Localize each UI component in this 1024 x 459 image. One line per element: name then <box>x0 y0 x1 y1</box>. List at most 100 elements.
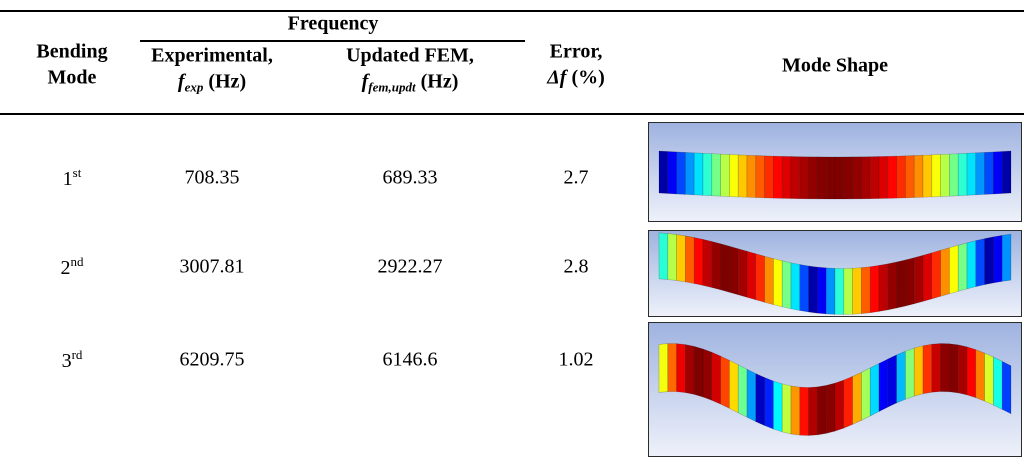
beam-segment <box>694 346 703 397</box>
mode-suffix: rd <box>72 347 83 362</box>
beam-segment <box>861 368 870 420</box>
beam-segment <box>985 237 994 285</box>
beam-segment <box>976 152 985 194</box>
beam-segment <box>844 157 853 199</box>
beam-segment <box>800 157 809 199</box>
beam-segment <box>888 156 897 198</box>
beam-segment <box>844 376 853 428</box>
unit: (Hz) <box>208 71 246 93</box>
symbol: f <box>178 71 185 93</box>
mode-shape-image <box>648 322 1022 457</box>
beam-segment <box>993 151 1002 193</box>
beam-segment <box>905 156 914 198</box>
beam-segment <box>923 344 932 394</box>
beam-segment <box>782 156 791 198</box>
beam-segment <box>773 156 782 198</box>
beam-segment <box>949 154 958 196</box>
beam-segment <box>1002 151 1011 193</box>
beam-segment <box>949 344 958 393</box>
beam-segment <box>932 250 941 299</box>
subscript: exp <box>185 80 204 95</box>
header-shape: Mode Shape <box>782 55 888 78</box>
beam-segment <box>782 261 791 309</box>
beam-segment <box>677 344 686 393</box>
mode-cell: 2nd <box>61 254 84 280</box>
beam-segment <box>993 235 1002 283</box>
beam-segment <box>817 267 826 314</box>
beam-segment <box>800 265 809 312</box>
beam-segment <box>826 383 835 433</box>
header-fem-symbol: ffem,updt (Hz) <box>362 71 459 96</box>
mode-number: 2 <box>61 257 71 279</box>
beam-segment <box>932 155 941 197</box>
beam-segment <box>844 268 853 314</box>
beam-segment <box>835 268 844 314</box>
beam-segment <box>765 156 774 198</box>
beam-segment <box>905 348 914 399</box>
header-mode-2: Mode <box>48 67 97 90</box>
beam-segment <box>756 254 765 302</box>
beam-segment <box>985 353 994 405</box>
beam-segment <box>967 153 976 195</box>
beam-segment <box>721 244 730 292</box>
beam-segment <box>879 359 888 411</box>
beam-segment <box>1002 234 1011 281</box>
beam-segment <box>941 154 950 196</box>
beam-segment <box>712 352 721 404</box>
beam-segment <box>703 349 712 400</box>
fem-cell: 6146.6 <box>383 349 438 372</box>
beam-segment <box>1002 361 1011 413</box>
unit: (Hz) <box>421 71 459 93</box>
beam-segment <box>923 253 932 301</box>
beam-segment <box>870 363 879 415</box>
symbol: Δf <box>547 67 566 89</box>
symbol: f <box>362 71 369 93</box>
beam-segment <box>721 356 730 408</box>
beam-segment <box>765 378 774 429</box>
mode-cell: 1st <box>63 165 82 191</box>
beam-segment <box>668 151 677 193</box>
beam-segment <box>914 255 923 303</box>
beam-segment <box>773 381 782 432</box>
beam-segment <box>721 154 730 196</box>
experimental-cell: 708.35 <box>185 167 240 190</box>
beam-segment <box>703 153 712 195</box>
beam-segment <box>879 156 888 198</box>
beam-segment <box>976 239 985 287</box>
experimental-cell: 3007.81 <box>180 256 245 279</box>
beam-segment <box>668 234 677 281</box>
beam-segment <box>756 374 765 426</box>
beam-segment <box>712 242 721 290</box>
beam-segment <box>756 156 765 198</box>
beam-segment <box>870 265 879 312</box>
beam-segment <box>923 155 932 197</box>
beam-segment <box>685 236 694 284</box>
beam-segment <box>747 369 756 421</box>
beam-segment <box>668 344 677 392</box>
mode-suffix: nd <box>71 254 84 269</box>
beam-segment <box>958 153 967 195</box>
beam-segment <box>817 157 826 199</box>
beam-segment <box>747 251 756 300</box>
beam-segment <box>870 157 879 199</box>
header-rule <box>0 113 1024 115</box>
beam-segment <box>817 385 826 434</box>
header-fem: Updated FEM, <box>346 45 474 68</box>
beam-segment <box>835 157 844 199</box>
beam-segment <box>809 266 818 313</box>
error-cell: 2.7 <box>564 167 589 190</box>
beam-segment <box>791 386 800 435</box>
beam-segment <box>685 345 694 395</box>
group-rule <box>140 40 525 42</box>
mode-number: 1 <box>63 168 73 190</box>
beam-segment <box>729 360 738 412</box>
subscript: fem,updt <box>368 80 415 95</box>
beam-segment <box>809 387 818 436</box>
unit: (%) <box>571 67 604 89</box>
header-mode-1: Bending <box>36 41 107 64</box>
beam-segment <box>853 157 862 199</box>
beam-segment <box>967 241 976 289</box>
beam-segment <box>677 152 686 194</box>
header-error-symbol: Δf (%) <box>547 67 605 90</box>
beam-segment <box>791 263 800 311</box>
